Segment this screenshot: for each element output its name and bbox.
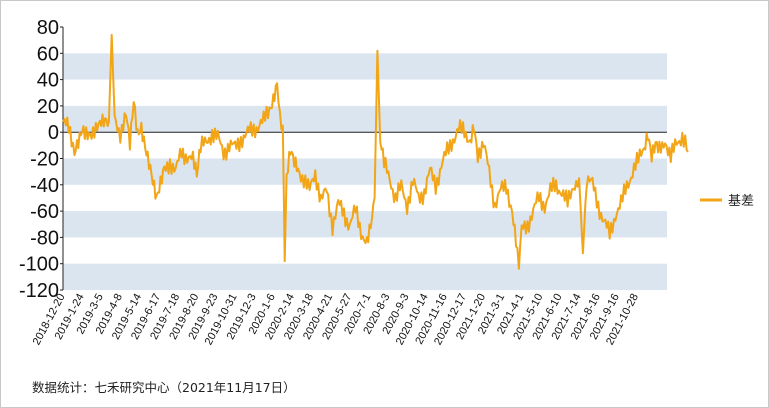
series-line-jicha (62, 33, 689, 270)
y-tick-label: -20 (30, 149, 59, 171)
x-axis: 2018-12-202019-1-242019-3-52019-4-82019-… (31, 292, 641, 347)
grid-band (63, 105, 667, 133)
y-tick-label: 0 (48, 122, 59, 144)
y-tick-label: 20 (37, 96, 59, 118)
y-tick-label: -80 (30, 227, 59, 249)
y-tick-label: -60 (30, 201, 59, 223)
legend-label: 基差 (728, 194, 754, 209)
y-tick-label: -40 (30, 175, 59, 197)
grid-band (63, 263, 667, 290)
y-tick-label: 80 (37, 17, 59, 39)
y-tick-label: 40 (37, 70, 59, 92)
source-note: 数据统计：七禾研究中心（2021年11月17日） (32, 380, 296, 395)
y-tick-label: -120 (19, 280, 59, 302)
y-tick-label: 60 (37, 43, 59, 65)
y-tick-label: -100 (19, 254, 59, 276)
grid-bands (63, 53, 667, 290)
legend: 基差 (700, 194, 754, 209)
grid-band (63, 211, 667, 238)
y-axis: 80 60 40 20 0 -20 -40 -60 -80 -100 -120 (19, 17, 63, 302)
grid-band (63, 53, 667, 80)
